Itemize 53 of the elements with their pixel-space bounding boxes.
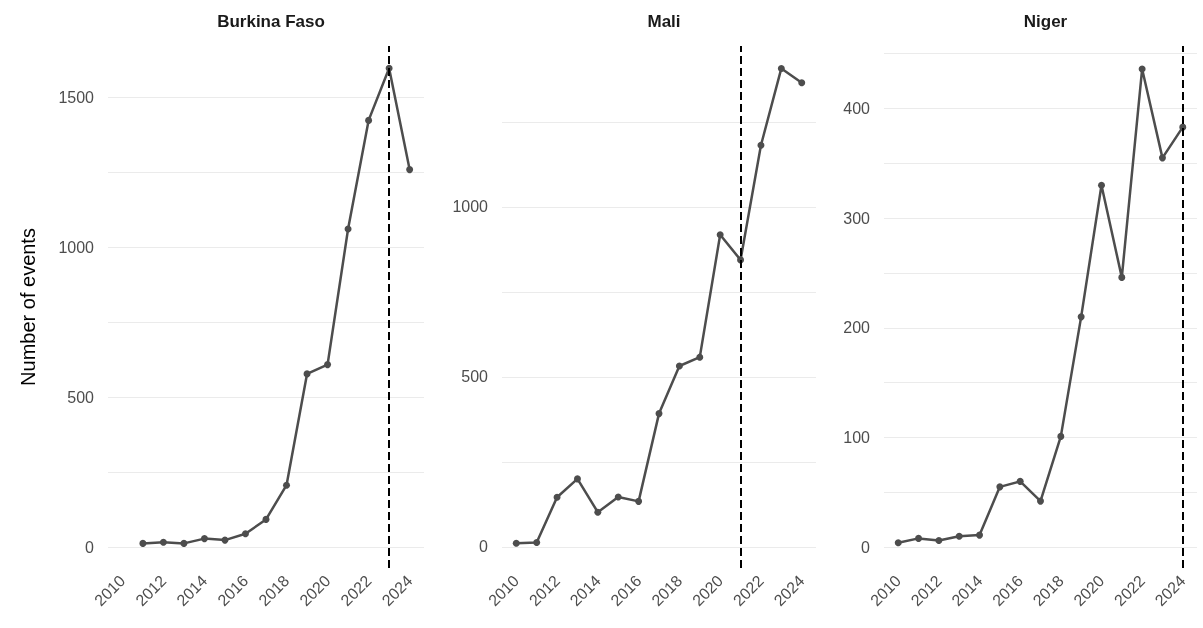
point bbox=[180, 539, 188, 547]
point bbox=[894, 539, 902, 547]
y-axis-title: Number of events bbox=[17, 228, 39, 386]
point bbox=[915, 534, 923, 542]
point bbox=[935, 537, 943, 545]
point bbox=[573, 475, 581, 483]
point bbox=[996, 483, 1004, 491]
chart-title: Niger bbox=[1023, 12, 1068, 31]
y-tick-label: 1000 bbox=[58, 238, 95, 256]
point bbox=[1097, 181, 1105, 189]
point bbox=[553, 493, 561, 501]
point bbox=[200, 535, 208, 543]
point bbox=[241, 530, 249, 538]
chart-title: Mali bbox=[647, 12, 681, 31]
y-tick-label: 300 bbox=[843, 209, 871, 227]
point bbox=[1118, 273, 1126, 281]
point bbox=[798, 79, 806, 87]
point bbox=[614, 493, 622, 501]
point bbox=[696, 353, 704, 361]
point bbox=[777, 64, 785, 72]
y-tick-label: 0 bbox=[861, 538, 871, 556]
point bbox=[406, 166, 414, 174]
point bbox=[533, 539, 541, 546]
y-tick-label: 400 bbox=[843, 100, 871, 118]
point bbox=[365, 116, 373, 124]
y-tick-label: 100 bbox=[843, 429, 871, 446]
point bbox=[655, 410, 663, 418]
y-tick-label: 1500 bbox=[58, 88, 95, 106]
point bbox=[594, 508, 602, 516]
point bbox=[324, 361, 332, 369]
y-tick-label: 0 bbox=[479, 538, 489, 556]
point bbox=[1016, 477, 1024, 485]
y-tick-label: 500 bbox=[67, 388, 95, 406]
point bbox=[757, 141, 765, 149]
chart-title: Burkina Faso bbox=[217, 12, 325, 31]
point bbox=[1037, 497, 1044, 505]
point bbox=[1158, 154, 1166, 162]
point bbox=[635, 497, 643, 505]
point bbox=[262, 515, 270, 523]
y-tick-label: 0 bbox=[85, 538, 95, 556]
point bbox=[1057, 432, 1065, 440]
point bbox=[675, 362, 683, 370]
point bbox=[955, 532, 963, 540]
y-tick-label: 200 bbox=[843, 319, 871, 337]
point bbox=[512, 539, 520, 547]
point bbox=[159, 538, 167, 546]
point bbox=[976, 531, 984, 539]
point bbox=[1077, 313, 1085, 321]
point bbox=[716, 231, 724, 239]
y-tick-label: 500 bbox=[461, 368, 489, 386]
point bbox=[283, 481, 291, 489]
y-tick-label: 1000 bbox=[452, 198, 489, 216]
point bbox=[139, 539, 147, 547]
